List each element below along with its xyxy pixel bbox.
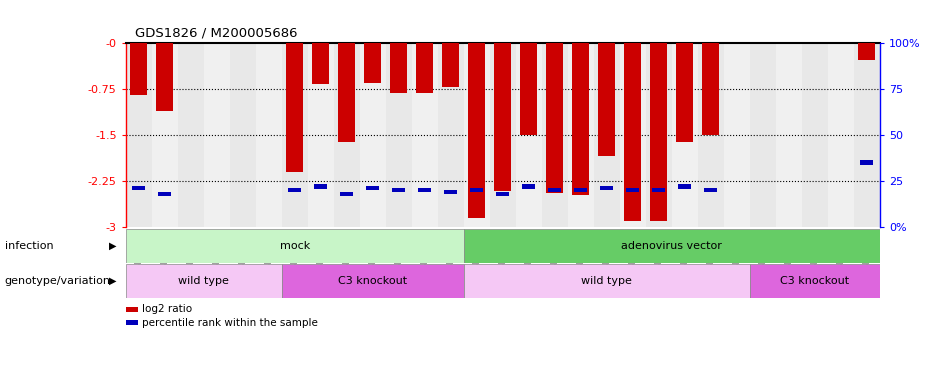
Bar <box>152 43 178 227</box>
Bar <box>542 43 568 227</box>
Text: infection: infection <box>5 241 53 250</box>
Bar <box>574 188 587 192</box>
Bar <box>697 43 723 227</box>
Bar <box>672 43 697 227</box>
Bar <box>776 43 802 227</box>
Text: log2 ratio: log2 ratio <box>142 304 193 314</box>
Bar <box>828 43 854 227</box>
Bar <box>418 188 431 192</box>
Bar <box>416 43 433 93</box>
Bar <box>132 186 145 190</box>
Bar <box>364 43 381 83</box>
Text: wild type: wild type <box>581 276 632 286</box>
Bar <box>522 184 535 189</box>
Bar <box>308 43 333 227</box>
Bar <box>367 186 379 190</box>
Bar <box>594 43 620 227</box>
Bar <box>520 43 537 135</box>
Bar <box>158 192 171 196</box>
Text: ▶: ▶ <box>109 241 116 250</box>
Bar <box>496 192 509 196</box>
Bar <box>599 43 615 156</box>
Bar <box>749 264 880 298</box>
Bar <box>392 188 405 192</box>
Bar <box>464 43 490 227</box>
Bar <box>230 43 256 227</box>
Bar <box>289 188 301 192</box>
Bar <box>282 264 464 298</box>
Bar <box>126 264 282 298</box>
Bar <box>204 43 230 227</box>
Bar <box>858 43 875 60</box>
Bar <box>341 192 353 196</box>
Bar <box>438 43 464 227</box>
Text: adenovirus vector: adenovirus vector <box>621 241 722 250</box>
Bar <box>178 43 204 227</box>
Text: ▶: ▶ <box>109 276 116 286</box>
Text: mock: mock <box>279 241 310 250</box>
Bar <box>444 190 457 194</box>
Bar <box>412 43 438 227</box>
Text: GDS1826 / M200005686: GDS1826 / M200005686 <box>135 26 298 39</box>
Bar <box>126 43 152 227</box>
Bar <box>256 43 282 227</box>
Bar <box>548 188 561 192</box>
Bar <box>468 43 485 218</box>
Bar <box>464 229 880 262</box>
Bar <box>679 184 691 189</box>
Bar <box>600 186 614 190</box>
Bar <box>156 43 173 111</box>
Text: percentile rank within the sample: percentile rank within the sample <box>142 318 318 327</box>
Bar <box>516 43 542 227</box>
Bar <box>860 160 873 165</box>
Bar <box>390 43 407 93</box>
Bar <box>854 43 880 227</box>
Bar <box>494 43 511 191</box>
Bar <box>568 43 594 227</box>
Bar <box>470 188 483 192</box>
Text: C3 knockout: C3 knockout <box>338 276 407 286</box>
Bar <box>546 43 563 193</box>
Bar <box>651 43 668 221</box>
Text: C3 knockout: C3 knockout <box>780 276 849 286</box>
Bar <box>653 188 665 192</box>
Bar <box>385 43 412 227</box>
Bar <box>749 43 776 227</box>
Bar <box>315 184 327 189</box>
Bar <box>312 43 330 84</box>
Bar <box>676 43 694 142</box>
Bar <box>338 43 355 142</box>
Bar <box>282 43 308 227</box>
Bar <box>442 43 459 87</box>
Bar <box>130 43 147 95</box>
Bar <box>723 43 749 227</box>
Bar <box>620 43 646 227</box>
Bar <box>126 229 464 262</box>
Bar <box>333 43 359 227</box>
Bar <box>286 43 304 172</box>
Bar <box>705 188 717 192</box>
Bar <box>625 43 641 221</box>
Bar <box>464 264 749 298</box>
Bar <box>627 188 639 192</box>
Text: genotype/variation: genotype/variation <box>5 276 111 286</box>
Bar <box>573 43 589 195</box>
Bar <box>702 43 720 135</box>
Bar <box>359 43 385 227</box>
Text: wild type: wild type <box>178 276 229 286</box>
Bar <box>646 43 672 227</box>
Bar <box>490 43 516 227</box>
Bar <box>802 43 828 227</box>
